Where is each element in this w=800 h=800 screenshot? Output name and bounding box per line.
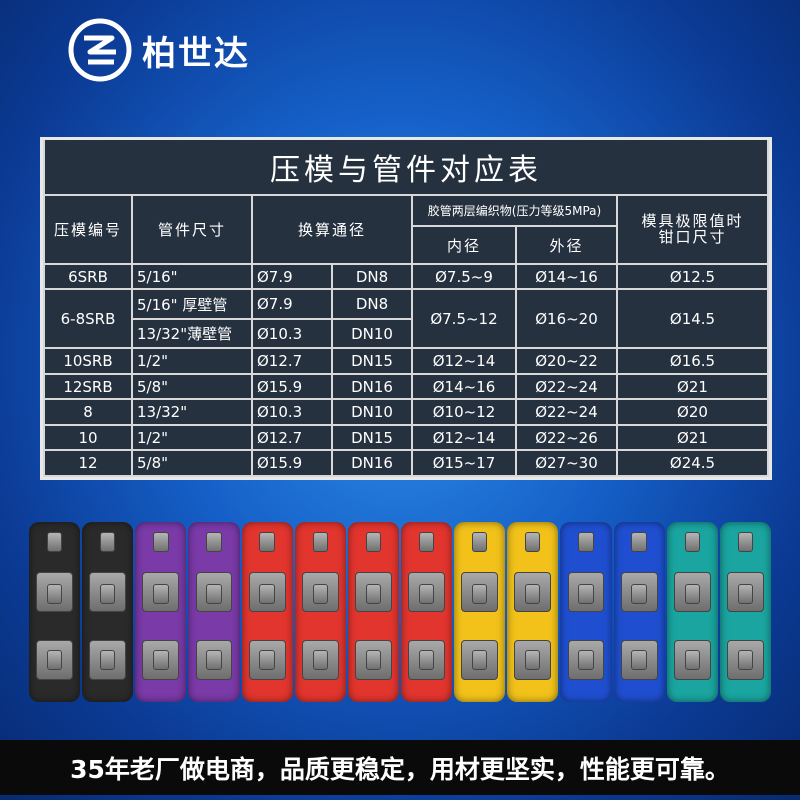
table-row: 12 5/8" Ø15.9 DN16 Ø15~17 Ø27~30 Ø24.5 [43, 449, 769, 477]
crimp-die [188, 522, 240, 702]
table-cell: Ø15~17 [411, 449, 517, 477]
table-cell: Ø7.5~9 [411, 262, 517, 291]
crimp-die [719, 522, 771, 702]
table-cell: Ø20 [616, 398, 769, 426]
header-outer: 外径 [515, 225, 618, 265]
crimp-die [29, 522, 81, 702]
table-cell: DN16 [331, 372, 413, 401]
table-cell: Ø14.5 [616, 288, 769, 350]
slogan: 35年老厂做电商，品质更稳定，用材更坚实，性能更可靠。 [70, 754, 730, 784]
table-cell: DN15 [331, 423, 413, 452]
header-hose: 胶管两层编织物(压力等级5MPa) [411, 193, 618, 228]
table-cell: 10 [43, 423, 133, 452]
brand-s-logo-icon [68, 18, 132, 82]
table-cell: 5/8" [131, 372, 253, 401]
table-cell: Ø10.3 [251, 317, 333, 350]
header-fitting-size: 管件尺寸 [131, 194, 253, 265]
table-cell: Ø12.7 [251, 423, 333, 452]
table-cell: Ø22~24 [515, 372, 618, 401]
table-cell: Ø12.5 [616, 262, 769, 291]
table-row: 8 13/32" Ø10.3 DN10 Ø10~12 Ø22~24 Ø20 [43, 398, 769, 426]
table-cell: 6-8SRB [43, 288, 133, 350]
table-cell: 1/2" [131, 423, 253, 452]
table-cell: 13/32"薄壁管 [131, 317, 253, 350]
header-equiv-bore: 换算通径 [251, 194, 413, 265]
table-cell: Ø7.9 [251, 288, 333, 320]
table-cell: Ø15.9 [251, 372, 333, 401]
table-cell: Ø7.5~12 [411, 288, 517, 350]
table-cell: DN8 [331, 288, 413, 320]
crimp-die [347, 522, 399, 702]
header-limit: 模具极限值时 钳口尺寸 [616, 194, 769, 265]
table-row: 6SRB 5/16" Ø7.9 DN8 Ø7.5~9 Ø14~16 Ø12.5 [43, 262, 769, 291]
header-inner: 内径 [411, 225, 517, 265]
table-cell: 6SRB [43, 262, 133, 291]
table-cell: 12 [43, 449, 133, 477]
table-cell: Ø20~22 [515, 347, 618, 375]
crimp-die [666, 522, 718, 702]
table-cell: 8 [43, 398, 133, 426]
crimp-die [135, 522, 187, 702]
brand-name: 柏世达 [142, 33, 250, 74]
table-cell: DN8 [331, 262, 413, 291]
crimp-die [613, 522, 665, 702]
table-cell: DN16 [331, 449, 413, 477]
crimp-die [294, 522, 346, 702]
header-die-no: 压模编号 [43, 194, 133, 265]
table-cell: Ø16.5 [616, 347, 769, 375]
slogan-banner: 35年老厂做电商，品质更稳定，用材更坚实，性能更可靠。 [0, 740, 800, 795]
table-cell: 10SRB [43, 347, 133, 375]
table-row: 10 1/2" Ø12.7 DN15 Ø12~14 Ø22~26 Ø21 [43, 423, 769, 452]
table-cell: Ø21 [616, 372, 769, 401]
brand-logo: 柏世达 [68, 18, 250, 82]
table-row: 10SRB 1/2" Ø12.7 DN15 Ø12~14 Ø20~22 Ø16.5 [43, 347, 769, 375]
table-row: 13/32"薄壁管 Ø10.3 DN10 [44, 317, 768, 350]
table-cell: 5/16" [131, 262, 253, 291]
table-cell: Ø10.3 [251, 398, 333, 426]
crimp-die [560, 522, 612, 702]
table-cell: Ø12.7 [251, 347, 333, 375]
table-cell: 5/16" 厚壁管 [131, 288, 253, 320]
table-cell: Ø22~24 [515, 398, 618, 426]
table-cell: Ø16~20 [515, 288, 618, 350]
table-cell: 12SRB [43, 372, 133, 401]
table-cell: 5/8" [131, 449, 253, 477]
table-cell: Ø14~16 [515, 262, 618, 291]
table-cell: Ø24.5 [616, 449, 769, 477]
table-row: 6-8SRB 5/16" 厚壁管 Ø7.9 DN8 Ø7.5~12 Ø16~20 Ø14.5 [43, 288, 769, 350]
crimp-die [400, 522, 453, 702]
table-cell: DN10 [331, 317, 413, 350]
table-cell: Ø12~14 [411, 423, 517, 452]
table-cell: 1/2" [131, 347, 253, 375]
table-cell: Ø14~16 [411, 372, 517, 401]
table-cell: Ø27~30 [515, 449, 618, 477]
crimp-die [454, 522, 506, 702]
table-cell: Ø22~26 [515, 423, 618, 452]
table-cell: Ø21 [616, 423, 769, 452]
table-cell: 13/32" [131, 398, 253, 426]
table-cell: DN15 [331, 347, 413, 375]
crimp-die [82, 522, 134, 702]
table-cell: Ø15.9 [251, 449, 333, 477]
table-cell: DN10 [331, 398, 413, 426]
die-fitting-table: 压模与管件对应表 压模编号 管件尺寸 换算通径 胶管两层编织物(压力等级5MPa… [40, 137, 772, 480]
crimp-dies-photo [28, 522, 772, 702]
crimp-die [507, 522, 559, 702]
table-row: 12SRB 5/8" Ø15.9 DN16 Ø14~16 Ø22~24 Ø21 [43, 372, 769, 401]
table-cell: Ø7.9 [251, 262, 333, 291]
table-title: 压模与管件对应表 [43, 140, 769, 196]
table-cell: Ø12~14 [411, 347, 517, 375]
crimp-die [241, 522, 293, 702]
table-cell: Ø10~12 [411, 398, 517, 426]
